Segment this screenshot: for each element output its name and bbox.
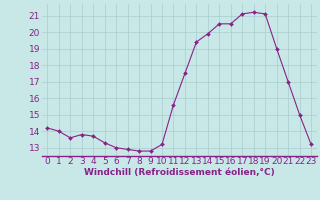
- X-axis label: Windchill (Refroidissement éolien,°C): Windchill (Refroidissement éolien,°C): [84, 168, 275, 177]
